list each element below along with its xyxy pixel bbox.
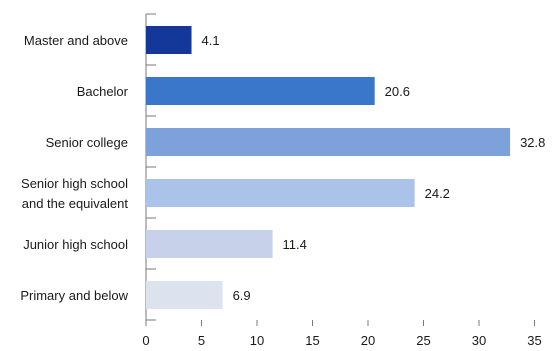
value-label: 11.4: [283, 237, 307, 252]
bar: [146, 26, 192, 54]
y-axis: [145, 13, 156, 321]
bar: [146, 179, 415, 207]
value-label: 4.1: [202, 33, 220, 48]
category-label: Primary and below: [20, 288, 128, 303]
bar: [146, 77, 375, 105]
value-label: 20.6: [385, 84, 410, 99]
x-tick-label: 30: [472, 333, 486, 348]
bars: [146, 26, 511, 309]
x-tick-label: 15: [305, 333, 319, 348]
x-tick-label: 10: [250, 333, 264, 348]
bar: [146, 128, 511, 156]
x-tick-label: 5: [198, 333, 205, 348]
value-labels: 4.1 20.6 32.8 24.2 11.4 6.9: [202, 33, 546, 303]
x-tick-label: 0: [142, 333, 149, 348]
category-label: Senior high school: [21, 176, 128, 191]
value-label: 32.8: [520, 135, 545, 150]
value-label: 6.9: [233, 288, 251, 303]
x-axis: 0 5 10 15 20 25 30 35: [142, 320, 542, 348]
category-label: Master and above: [24, 33, 128, 48]
category-label: Bachelor: [77, 84, 129, 99]
x-tick-label: 20: [361, 333, 375, 348]
category-label: Junior high school: [23, 237, 128, 252]
x-tick-label: 35: [527, 333, 541, 348]
category-label: and the equivalent: [22, 196, 129, 211]
category-label: Senior college: [46, 135, 128, 150]
bar: [146, 230, 273, 258]
bar: [146, 281, 223, 309]
x-tick-label: 25: [416, 333, 430, 348]
category-labels: Master and above Bachelor Senior college Se…: [20, 33, 128, 303]
value-label: 24.2: [425, 186, 450, 201]
